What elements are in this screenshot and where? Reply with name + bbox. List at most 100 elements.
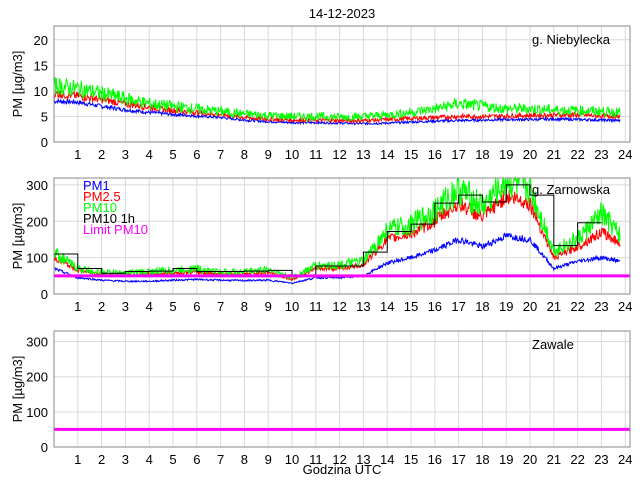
y-axis-label: PM [µg/m3]: [10, 203, 25, 270]
y-tick-label: 0: [41, 135, 48, 150]
x-tick-label: 1: [74, 299, 81, 314]
x-tick-label: 24: [618, 147, 632, 162]
x-tick-label: 7: [217, 147, 224, 162]
x-tick-label: 13: [356, 147, 370, 162]
x-tick-label: 1: [74, 452, 81, 467]
legend-entry: PM10 1h: [83, 211, 135, 226]
legend-entry: PM10: [83, 200, 117, 215]
y-tick-label: 300: [26, 178, 48, 193]
x-tick-label: 2: [98, 452, 105, 467]
x-tick-label: 16: [428, 452, 442, 467]
x-tick-label: 22: [570, 452, 584, 467]
x-tick-label: 18: [475, 452, 489, 467]
plot-frame: [53, 25, 631, 143]
x-tick-label: 8: [241, 452, 248, 467]
x-tick-label: 15: [404, 299, 418, 314]
series-line-pm1: [53, 97, 621, 126]
y-tick-label: 200: [26, 370, 48, 385]
x-tick-label: 21: [547, 452, 561, 467]
y-tick-label: 20: [34, 33, 48, 48]
x-tick-label: 19: [499, 452, 513, 467]
x-tick-label: 4: [146, 147, 153, 162]
x-tick-label: 24: [618, 299, 632, 314]
panel-g-zarnowska: 1 2 3 4 5 6 7 8 9 10 11 12 13 14 15 16 17 18 19 20 21 22 23 240…: [10, 176, 632, 314]
x-tick-label: 8: [241, 299, 248, 314]
x-tick-label: 3: [122, 299, 129, 314]
x-tick-label: 3: [122, 452, 129, 467]
x-tick-label: 6: [193, 147, 200, 162]
x-tick-label: 6: [193, 452, 200, 467]
station-label: g. Zarnowska: [532, 182, 611, 197]
x-tick-label: 2: [98, 147, 105, 162]
x-tick-label: 20: [523, 452, 537, 467]
x-tick-label: 20: [523, 299, 537, 314]
x-tick-label: 10: [285, 147, 299, 162]
x-tick-label: 10: [285, 299, 299, 314]
y-tick-label: 0: [41, 440, 48, 455]
x-tick-label: 22: [570, 147, 584, 162]
x-tick-label: 14: [380, 299, 394, 314]
x-tick-label: 1: [74, 147, 81, 162]
y-tick-label: 100: [26, 405, 48, 420]
y-axis-label: PM [µg/m3]: [10, 51, 25, 118]
chart-title: 14-12-2023: [309, 6, 376, 21]
x-tick-label: 6: [193, 299, 200, 314]
x-tick-label: 5: [169, 299, 176, 314]
y-tick-label: 5: [41, 109, 48, 124]
legend-entry: PM2.5: [83, 189, 121, 204]
x-tick-label: 13: [356, 452, 370, 467]
x-tick-label: 10: [285, 452, 299, 467]
x-tick-label: 8: [241, 147, 248, 162]
y-tick-label: 0: [41, 287, 48, 302]
x-tick-label: 19: [499, 299, 513, 314]
plot-area: [54, 331, 630, 447]
panel-zawale: 1 2 3 4 5 6 7 8 9 10 11 12 13 14 15 16 17 18 19 20 21 22 23 240…: [10, 330, 632, 467]
station-label: Zawale: [532, 337, 574, 352]
x-axis-label: Godzina UTC: [303, 462, 382, 477]
series-line-pm10: [53, 176, 621, 280]
x-tick-label: 23: [594, 147, 608, 162]
x-tick-label: 4: [146, 299, 153, 314]
x-tick-label: 19: [499, 147, 513, 162]
legend-entry: Limit PM10: [83, 222, 148, 237]
x-tick-label: 23: [594, 299, 608, 314]
y-axis-label: PM [µg/m3]: [10, 356, 25, 423]
x-tick-label: 4: [146, 452, 153, 467]
series-line-pm1: [53, 232, 621, 285]
x-tick-label: 3: [122, 147, 129, 162]
x-tick-label: 5: [169, 147, 176, 162]
x-tick-label: 22: [570, 299, 584, 314]
x-tick-label: 12: [332, 299, 346, 314]
x-tick-label: 11: [309, 147, 323, 162]
x-tick-label: 9: [265, 452, 272, 467]
x-tick-label: 7: [217, 452, 224, 467]
panel-g-niebylecka: 1 2 3 4 5 6 7 8 9 10 11 12 13 14 15 16 17 18 19 20 21 22 23 240…: [10, 25, 632, 162]
x-tick-label: 18: [475, 147, 489, 162]
y-tick-label: 200: [26, 214, 48, 229]
x-tick-label: 9: [265, 147, 272, 162]
x-tick-label: 15: [404, 452, 418, 467]
x-tick-label: 11: [309, 452, 323, 467]
x-tick-label: 7: [217, 299, 224, 314]
series-line-pm10: [53, 76, 621, 123]
x-tick-label: 21: [547, 147, 561, 162]
plot-frame: [53, 330, 631, 448]
y-tick-label: 15: [34, 58, 48, 73]
x-tick-label: 5: [169, 452, 176, 467]
x-tick-label: 16: [428, 299, 442, 314]
series-line-pm10-1h: [54, 184, 602, 276]
x-tick-label: 24: [618, 452, 632, 467]
y-tick-label: 100: [26, 251, 48, 266]
x-tick-label: 9: [265, 299, 272, 314]
x-tick-label: 16: [428, 147, 442, 162]
x-tick-label: 12: [332, 147, 346, 162]
x-tick-label: 13: [356, 299, 370, 314]
y-tick-label: 10: [34, 84, 48, 99]
x-tick-label: 17: [451, 452, 465, 467]
x-tick-label: 21: [547, 299, 561, 314]
legend-entry: PM1: [83, 178, 110, 193]
x-tick-label: 23: [594, 452, 608, 467]
x-tick-label: 2: [98, 299, 105, 314]
